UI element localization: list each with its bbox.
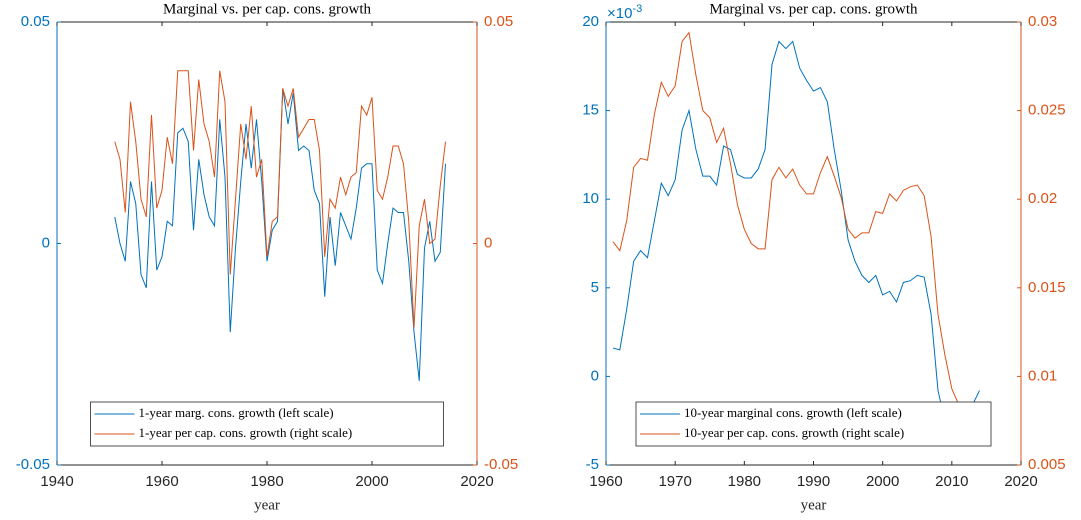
x-tick-label: 2000 xyxy=(866,473,899,490)
x-tick-label: 1990 xyxy=(797,473,830,490)
chart-title: Marginal vs. per cap. cons. growth xyxy=(709,1,918,17)
series-line xyxy=(114,70,446,328)
x-tick-label: 1970 xyxy=(658,473,691,490)
x-tick-label: 1980 xyxy=(728,473,761,490)
legend-label: 10-year marginal cons. growth (left scal… xyxy=(684,405,902,420)
y2-tick-label: 0.02 xyxy=(1028,190,1057,207)
y-tick-label: -0.05 xyxy=(16,456,50,473)
y2-tick-label: 0.015 xyxy=(1028,279,1066,296)
y-tick-label: 0.05 xyxy=(21,13,50,30)
y-multiplier-base: ×10 xyxy=(607,5,632,22)
y-tick-label: 0 xyxy=(591,367,599,384)
x-axis-label: year xyxy=(801,497,827,513)
x-tick-label: 1960 xyxy=(145,473,178,490)
y2-tick-label: 0.025 xyxy=(1028,102,1066,119)
x-tick-label: 2010 xyxy=(935,473,968,490)
y-multiplier: ×10-3 xyxy=(607,3,642,22)
y-tick-label: 20 xyxy=(582,13,599,30)
y2-tick-label: 0.005 xyxy=(1028,456,1066,473)
legend-label: 10-year per cap. cons. growth (right sca… xyxy=(684,425,904,440)
legend-label: 1-year marg. cons. growth (left scale) xyxy=(139,405,334,420)
y2-tick-label: 0.01 xyxy=(1028,367,1057,384)
legend-label: 1-year per cap. cons. growth (right scal… xyxy=(139,425,353,440)
y-tick-label: -5 xyxy=(586,456,599,473)
y2-tick-label: 0.05 xyxy=(484,13,513,30)
y2-tick-label: 0 xyxy=(484,234,492,251)
x-tick-label: 1960 xyxy=(589,473,622,490)
y2-tick-label: -0.05 xyxy=(484,456,518,473)
series-line xyxy=(612,31,980,422)
y-tick-label: 0 xyxy=(42,234,50,251)
y-tick-label: 10 xyxy=(582,190,599,207)
y-tick-label: 5 xyxy=(591,279,599,296)
x-tick-label: 1980 xyxy=(250,473,283,490)
x-tick-label: 2000 xyxy=(355,473,388,490)
y-multiplier-exponent: -3 xyxy=(632,3,642,15)
chart-title: Marginal vs. per cap. cons. growth xyxy=(163,1,372,17)
series-line xyxy=(612,40,980,436)
legend-box xyxy=(635,401,992,447)
x-tick-label: 2020 xyxy=(1004,473,1037,490)
series-line xyxy=(114,88,446,381)
x-tick-label: 1940 xyxy=(40,473,73,490)
y2-tick-label: 0.03 xyxy=(1028,13,1057,30)
legend-box xyxy=(90,401,444,447)
x-axis-label: year xyxy=(254,497,280,513)
y-tick-label: 15 xyxy=(582,102,599,119)
x-tick-label: 2020 xyxy=(460,473,493,490)
